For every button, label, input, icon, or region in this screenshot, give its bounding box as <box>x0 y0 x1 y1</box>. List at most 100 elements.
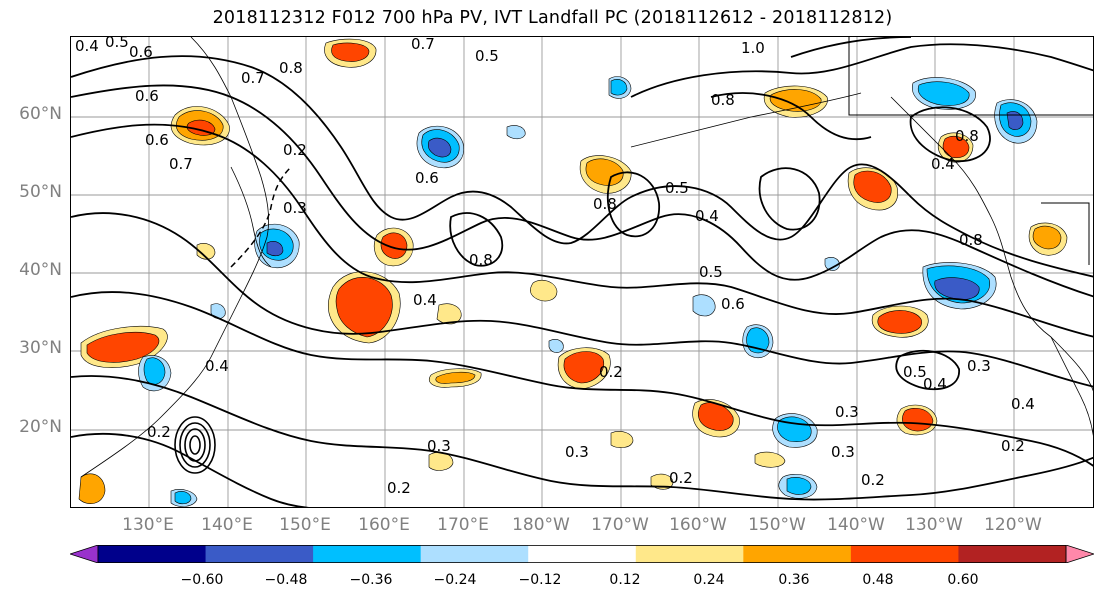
contour-line <box>71 84 1093 298</box>
dashed-contour <box>230 166 292 268</box>
shaded-anomalies <box>78 38 1068 507</box>
contour-label: 0.7 <box>411 37 435 53</box>
contour-line <box>710 92 872 141</box>
colorbar-segment <box>743 545 852 563</box>
contour-label: 0.8 <box>955 127 979 145</box>
contour-label: 0.8 <box>279 59 303 77</box>
colorbar-tick-label: −0.60 <box>180 572 224 588</box>
negative-anomaly <box>692 294 716 317</box>
colorbar-outline <box>97 545 1067 563</box>
positive-anomaly <box>853 170 892 203</box>
domain-boxes <box>848 37 1093 265</box>
contour-label: 0.6 <box>135 87 159 105</box>
colorbar-segment <box>528 545 637 563</box>
dashed-contours <box>230 166 292 268</box>
asia-coast <box>80 37 269 478</box>
colorbar-tick-label: 0.36 <box>778 572 810 588</box>
contour-label: 0.4 <box>75 37 99 55</box>
contour-label: 0.8 <box>959 231 983 249</box>
lat-label-60n: 60°N <box>19 104 62 124</box>
north-america-coast <box>890 96 1093 392</box>
domain-box <box>848 37 1093 116</box>
japan-coast <box>230 166 272 268</box>
contour-label: 0.8 <box>469 251 493 269</box>
contour-line <box>607 171 660 238</box>
contour-label: 0.2 <box>669 469 693 487</box>
contour-label: 0.2 <box>861 471 885 489</box>
negative-anomaly <box>427 137 452 158</box>
positive-anomaly <box>196 243 216 260</box>
contour-lines <box>71 37 1093 507</box>
cyclone-rings <box>174 416 216 474</box>
positive-anomaly <box>331 42 370 62</box>
lon-label: 120°W <box>984 515 1042 535</box>
map-panel: 0.4 0.5 0.6 0.7 0.8 1.0 0.7 0.6 0.8 0.2 … <box>70 36 1094 508</box>
negative-anomaly <box>934 277 980 300</box>
aleutians-coast <box>630 92 862 148</box>
negative-anomaly <box>610 79 628 96</box>
contour-label: 0.5 <box>665 179 689 197</box>
colorbar-segment <box>98 545 207 563</box>
contour-label: 0.5 <box>105 37 129 51</box>
contour-label: 0.2 <box>147 423 171 441</box>
colorbar-segment <box>958 545 1067 563</box>
contour-label: 0.4 <box>695 207 719 225</box>
contour-line <box>71 55 1093 278</box>
contour-label: 0.6 <box>145 131 169 149</box>
contour-line <box>630 43 1093 98</box>
map-title: 2018112312 F012 700 hPa PV, IVT Landfall… <box>212 8 893 28</box>
positive-anomaly <box>435 371 476 384</box>
colorbar-tick-label: 0.12 <box>609 572 641 588</box>
positive-anomaly <box>530 279 558 302</box>
contour-label: 0.6 <box>415 169 439 187</box>
lon-label: 170°E <box>437 515 489 535</box>
negative-anomaly <box>1006 111 1024 130</box>
colorbar-segment <box>850 545 959 563</box>
colorbar-extend-low <box>70 545 99 563</box>
positive-anomaly <box>436 303 462 325</box>
lon-label: 130°E <box>122 515 174 535</box>
negative-anomaly <box>506 125 526 140</box>
lat-label-40n: 40°N <box>19 260 62 280</box>
contour-label: 0.2 <box>387 479 411 497</box>
colorbar-tick-label: 0.60 <box>947 572 979 588</box>
positive-anomaly <box>585 158 624 186</box>
lon-label: 150°W <box>748 515 806 535</box>
contour-line <box>449 212 504 267</box>
colorbar-extend-high <box>1065 545 1094 563</box>
contour-line <box>909 106 991 162</box>
contour-labels: 0.4 0.5 0.6 0.7 0.8 1.0 0.7 0.6 0.8 0.2 … <box>75 37 1035 497</box>
contour-label: 0.2 <box>283 141 307 159</box>
contour-label: 0.3 <box>835 403 859 421</box>
contour-line <box>71 432 309 507</box>
contour-line <box>71 375 1093 501</box>
positive-anomaly <box>650 473 674 490</box>
baja-coast <box>1050 336 1093 436</box>
contour-label: 0.7 <box>241 69 265 87</box>
positive-anomaly <box>335 277 393 338</box>
lon-label: 160°W <box>669 515 727 535</box>
contour-label: 0.8 <box>593 195 617 213</box>
positive-anomaly <box>86 331 160 363</box>
colorbar-tick-label: 0.24 <box>693 572 725 588</box>
lon-label: 150°E <box>279 515 331 535</box>
contour-label: 0.3 <box>427 437 451 455</box>
lon-label: 140°E <box>201 515 253 535</box>
contour-label: 0.5 <box>699 263 723 281</box>
contour-line <box>71 212 1093 388</box>
contour-label: 0.4 <box>205 357 229 375</box>
map-plot: 0.4 0.5 0.6 0.7 0.8 1.0 0.7 0.6 0.8 0.2 … <box>71 37 1093 507</box>
contour-line <box>71 291 1093 467</box>
positive-anomaly <box>877 310 922 334</box>
negative-anomaly <box>917 81 970 106</box>
negative-anomaly <box>174 491 192 505</box>
negative-anomaly <box>266 241 284 257</box>
contour-line <box>758 167 821 231</box>
colorbar-segment <box>205 545 314 563</box>
lon-label: 180°W <box>512 515 570 535</box>
contour-label: 0.4 <box>923 375 947 393</box>
lat-label-30n: 30°N <box>19 338 62 358</box>
colorbar-segment <box>313 545 422 563</box>
lon-label: 130°W <box>905 515 963 535</box>
coastlines <box>80 37 1093 478</box>
